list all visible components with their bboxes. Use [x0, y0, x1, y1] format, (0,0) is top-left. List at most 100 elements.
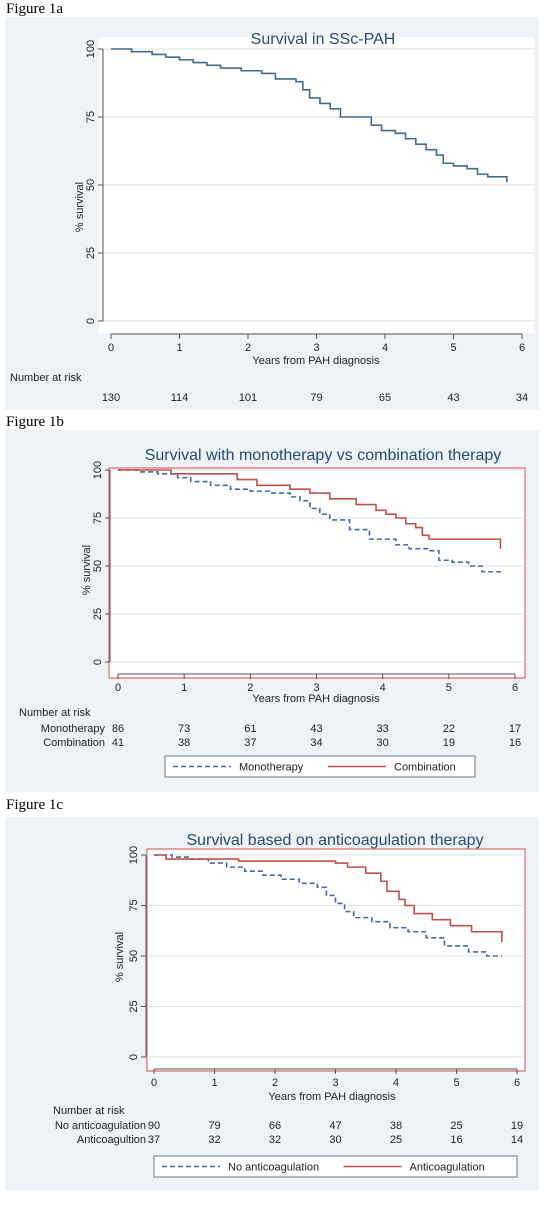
risk-row-label: Monotherapy	[41, 723, 106, 735]
risk-count: 25	[450, 1120, 462, 1132]
figure-1a-panel: 0 25 50 75 100 0 1 2 3 4 5 6 Years from PAH diagnosi…	[5, 17, 539, 410]
risk-count: 86	[112, 723, 124, 735]
x-tick-label: 1	[211, 1077, 217, 1089]
risk-count: 37	[148, 1134, 160, 1146]
x-axis-label: Years from PAH diagnosis	[252, 355, 380, 367]
risk-count: 65	[379, 392, 391, 404]
y-tick-label: 25	[92, 608, 104, 620]
x-tick-label: 1	[176, 342, 182, 354]
x-tick-label: 0	[151, 1077, 157, 1089]
survival-curve-monotherapy	[118, 469, 502, 573]
risk-row-label: Combination	[43, 737, 105, 749]
x-axis-label: Years from PAH diagnosis	[252, 693, 380, 705]
figure-1c-chart: 0 25 50 75 100 0 1 2 3 4 5 6 Years from PAH diagnosi…	[53, 832, 526, 1178]
chart-title: Survival in SSc-PAH	[251, 31, 396, 48]
y-axis-label: % survival	[81, 545, 93, 595]
legend-label: Monotherapy	[239, 762, 304, 774]
x-tick-label: 3	[313, 342, 319, 354]
risk-count: 34	[516, 392, 528, 404]
x-tick-label: 5	[453, 1077, 459, 1089]
risk-count: 16	[450, 1134, 462, 1146]
risk-count: 34	[310, 737, 322, 749]
x-tick-label: 4	[393, 1077, 399, 1089]
figure-1c-caption: Figure 1c	[6, 797, 64, 813]
y-tick-label: 100	[92, 461, 104, 479]
legend-box	[153, 1155, 518, 1178]
risk-count: 33	[377, 723, 389, 735]
risk-count: 47	[329, 1120, 341, 1132]
y-tick-label: 75	[92, 512, 104, 524]
risk-count: 32	[208, 1134, 220, 1146]
legend-label: No anticoagulation	[228, 1162, 319, 1174]
risk-table-title: Number at risk	[10, 372, 82, 384]
risk-count: 22	[443, 723, 455, 735]
y-tick-label: 50	[92, 560, 104, 572]
risk-count: 61	[244, 723, 256, 735]
plot-area	[146, 848, 526, 1072]
survival-curve-no-anticoagulation	[154, 854, 502, 957]
x-tick-label: 3	[313, 682, 319, 694]
x-tick-label: 6	[512, 682, 518, 694]
risk-count: 32	[269, 1134, 281, 1146]
legend-label: Combination	[394, 762, 456, 774]
y-tick-label: 0	[85, 318, 97, 324]
x-tick-label: 2	[272, 1077, 278, 1089]
risk-count: 38	[390, 1120, 402, 1132]
risk-count: 114	[171, 392, 189, 404]
risk-count: 43	[447, 392, 459, 404]
y-tick-label: 25	[128, 1000, 140, 1012]
risk-count: 37	[244, 737, 256, 749]
y-tick-label: 50	[85, 179, 97, 191]
risk-count: 30	[329, 1134, 341, 1146]
risk-count: 43	[310, 723, 322, 735]
legend-box	[164, 755, 476, 778]
y-tick-label: 100	[128, 846, 140, 864]
chart-title: Survival based on anticoagulation therap…	[186, 832, 483, 849]
x-tick-label: 0	[108, 342, 114, 354]
figure-1b-panel: 0 25 50 75 100 0 1 2 3 4 5 6 Years from PAH diagnosi…	[5, 430, 539, 792]
figure-1b-caption: Figure 1b	[6, 414, 64, 430]
x-tick-label: 4	[380, 682, 386, 694]
x-tick-label: 6	[514, 1077, 520, 1089]
risk-count: 25	[390, 1134, 402, 1146]
figure-1c-panel: 0 25 50 75 100 0 1 2 3 4 5 6 Years from PAH diagnosi…	[5, 817, 539, 1190]
risk-count: 19	[511, 1120, 523, 1132]
risk-row-label: No anticoagulation	[55, 1120, 146, 1132]
x-tick-label: 6	[519, 342, 525, 354]
x-axis-label: Years from PAH diagnosis	[268, 1091, 396, 1103]
survival-curve-combination	[118, 469, 502, 549]
x-tick-label: 2	[245, 342, 251, 354]
risk-count: 17	[509, 723, 521, 735]
plot-area	[108, 467, 526, 679]
x-tick-label: 1	[181, 682, 187, 694]
x-tick-label: 3	[332, 1077, 338, 1089]
risk-count: 16	[509, 737, 521, 749]
survival-curve-anticoagulation	[154, 854, 503, 942]
survival-curve-overall	[111, 48, 508, 183]
risk-row-label: Anticoagultion	[77, 1134, 146, 1146]
y-tick-label: 0	[128, 1054, 140, 1060]
legend-label: Anticoagulation	[410, 1162, 485, 1174]
risk-count: 79	[208, 1120, 220, 1132]
risk-count: 73	[178, 723, 190, 735]
risk-count: 41	[112, 737, 124, 749]
y-axis-label: % survival	[114, 932, 126, 982]
y-tick-label: 75	[85, 111, 97, 123]
y-tick-label: 0	[92, 659, 104, 665]
x-tick-label: 5	[446, 682, 452, 694]
y-tick-label: 25	[85, 247, 97, 259]
risk-count: 79	[310, 392, 322, 404]
x-tick-label: 2	[247, 682, 253, 694]
y-tick-label: 75	[128, 899, 140, 911]
risk-count: 130	[102, 392, 120, 404]
figure-1a-caption: Figure 1a	[6, 1, 64, 17]
x-tick-label: 4	[382, 342, 388, 354]
x-tick-label: 0	[115, 682, 121, 694]
y-tick-label: 100	[85, 40, 97, 58]
risk-count: 101	[239, 392, 257, 404]
risk-count: 38	[178, 737, 190, 749]
y-axis-label: % survival	[74, 182, 86, 232]
risk-count: 90	[148, 1120, 160, 1132]
x-tick-label: 5	[450, 342, 456, 354]
